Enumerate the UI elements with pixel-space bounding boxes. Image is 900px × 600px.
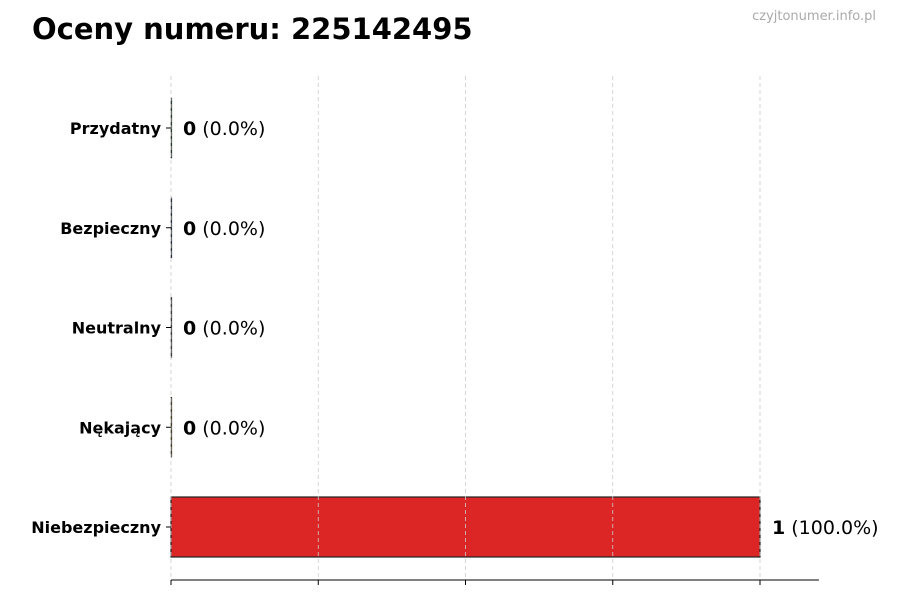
data-label-percent: (0.0%) (196, 417, 265, 439)
data-label-percent: (0.0%) (196, 118, 265, 140)
data-label-count: 0 (183, 318, 196, 340)
bar-1 (170, 197, 173, 259)
category-label: Neutralny (72, 319, 162, 338)
data-label-percent: (0.0%) (196, 218, 265, 240)
watermark: czyjtonumer.info.pl (752, 9, 876, 24)
data-label: 1 (100.0%) (772, 517, 879, 539)
data-label: 0 (0.0%) (183, 318, 265, 340)
chart-title: Oceny numeru: 225142495 (32, 12, 473, 46)
data-label-percent: (0.0%) (196, 318, 265, 340)
data-label-count: 0 (183, 118, 196, 140)
data-label-percent: (100.0%) (785, 517, 878, 539)
category-label: Nękający (79, 418, 161, 437)
data-label-count: 0 (183, 417, 196, 439)
data-label-count: 1 (772, 517, 785, 539)
category-label: Przydatny (70, 119, 162, 138)
data-label-count: 0 (183, 218, 196, 240)
data-label: 0 (0.0%) (183, 218, 265, 240)
data-label: 0 (0.0%) (183, 118, 265, 140)
data-label: 0 (0.0%) (183, 417, 265, 439)
category-label: Bezpieczny (60, 219, 161, 238)
bar-2 (170, 297, 173, 358)
category-label: Niebezpieczny (31, 518, 161, 537)
